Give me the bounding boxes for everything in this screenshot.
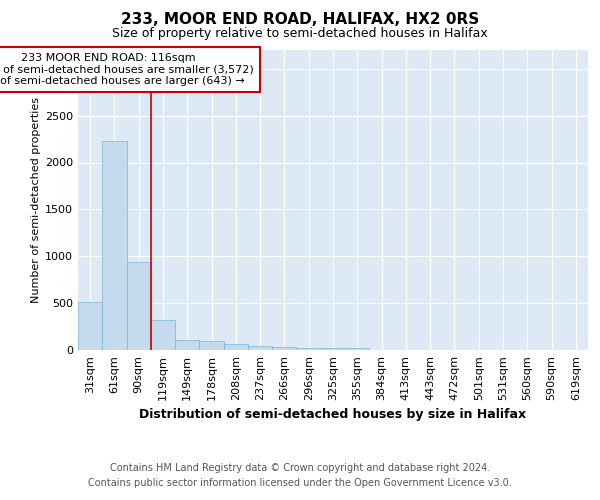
Bar xyxy=(151,320,175,350)
Text: Contains HM Land Registry data © Crown copyright and database right 2024.
Contai: Contains HM Land Registry data © Crown c… xyxy=(88,462,512,487)
Bar xyxy=(102,141,127,350)
Text: Size of property relative to semi-detached houses in Halifax: Size of property relative to semi-detach… xyxy=(112,28,488,40)
Bar xyxy=(321,348,345,350)
Bar xyxy=(78,302,102,350)
Bar xyxy=(248,346,272,350)
Bar xyxy=(224,344,248,350)
Bar xyxy=(272,347,296,350)
Text: 233, MOOR END ROAD, HALIFAX, HX2 0RS: 233, MOOR END ROAD, HALIFAX, HX2 0RS xyxy=(121,12,479,28)
Y-axis label: Number of semi-detached properties: Number of semi-detached properties xyxy=(31,97,41,303)
Bar xyxy=(175,340,199,350)
Bar xyxy=(199,340,224,350)
Bar xyxy=(296,348,321,350)
Bar xyxy=(127,262,151,350)
Bar xyxy=(345,348,370,350)
Text: 233 MOOR END ROAD: 116sqm
← 85% of semi-detached houses are smaller (3,572)
15% : 233 MOOR END ROAD: 116sqm ← 85% of semi-… xyxy=(0,53,254,86)
X-axis label: Distribution of semi-detached houses by size in Halifax: Distribution of semi-detached houses by … xyxy=(139,408,527,422)
